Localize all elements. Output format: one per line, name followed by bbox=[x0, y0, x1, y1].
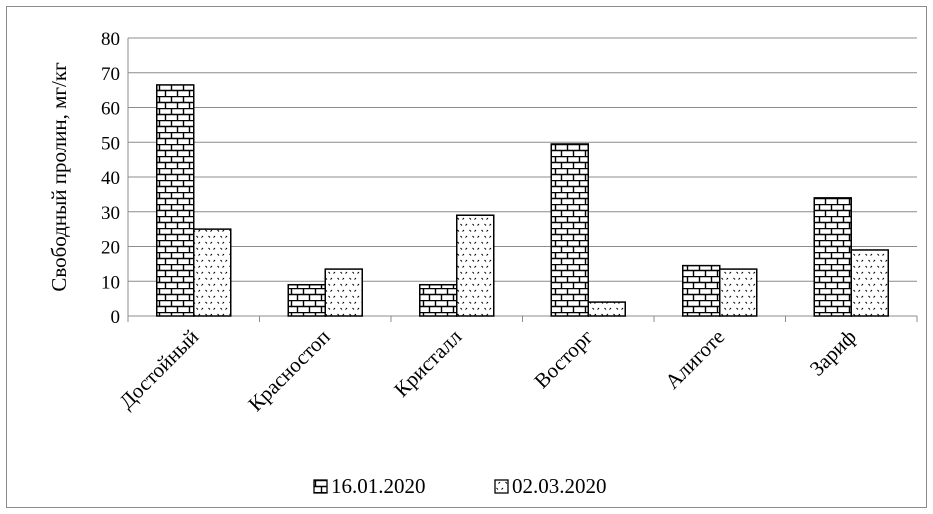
axes bbox=[127, 38, 918, 322]
grid-lines bbox=[128, 37, 917, 282]
category-label-1: Достойный bbox=[114, 325, 203, 414]
legend-swatch-2 bbox=[494, 479, 509, 494]
category-label-4: Восторг bbox=[529, 324, 598, 393]
bar-1-5 bbox=[682, 264, 721, 317]
legend: 16.01.2020 02.03.2020 bbox=[313, 474, 607, 498]
bar-2-3 bbox=[456, 214, 495, 317]
bar-1-6 bbox=[813, 197, 852, 317]
category-label-6: Зариф bbox=[805, 325, 861, 381]
y-tick-label-20: 20 bbox=[101, 238, 120, 259]
bar-2-1 bbox=[193, 228, 232, 317]
legend-swatch-1 bbox=[313, 479, 328, 494]
bar-1-3 bbox=[419, 283, 458, 317]
legend-label-2: 02.03.2020 bbox=[512, 474, 607, 498]
category-label-3: Кристалл bbox=[389, 325, 466, 402]
category-label-2: Красностоп bbox=[243, 325, 334, 416]
category-label-5: Алиготе bbox=[660, 325, 729, 394]
y-tick-label-60: 60 bbox=[101, 99, 120, 120]
bar-1-2 bbox=[287, 283, 326, 317]
y-tick-label-70: 70 bbox=[101, 64, 120, 85]
y-tick-label-80: 80 bbox=[101, 29, 120, 50]
bar-1-4 bbox=[550, 143, 589, 317]
y-tick-label-50: 50 bbox=[101, 133, 120, 154]
y-tick-label-40: 40 bbox=[101, 168, 120, 189]
y-axis-label: Свободный пролин, мг/кг bbox=[47, 62, 71, 292]
y-tick-label-30: 30 bbox=[101, 203, 120, 224]
y-tick-label-0: 0 bbox=[111, 307, 121, 328]
bar-2-6 bbox=[850, 249, 889, 317]
bar-2-2 bbox=[324, 268, 363, 317]
y-tick-label-10: 10 bbox=[101, 272, 120, 293]
bar-1-1 bbox=[156, 84, 195, 317]
bar-2-5 bbox=[719, 268, 758, 317]
bars bbox=[156, 84, 889, 317]
bar-2-4 bbox=[587, 301, 626, 317]
legend-label-1: 16.01.2020 bbox=[331, 474, 426, 498]
